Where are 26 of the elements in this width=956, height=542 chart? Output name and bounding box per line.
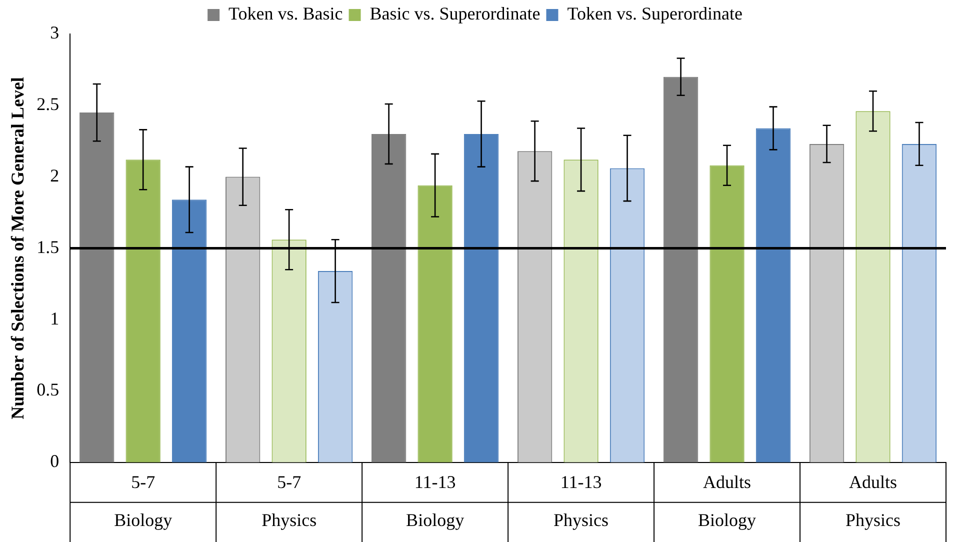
bar [756, 128, 791, 462]
y-tick-label: 3 [50, 22, 60, 43]
bar [80, 112, 114, 462]
y-tick-label: 1.5 [36, 236, 60, 257]
x-tick-label: 11-13 Physics [554, 472, 609, 530]
bar [418, 185, 452, 462]
bar [126, 160, 160, 462]
x-tick-label: 11-13 Biology [406, 472, 464, 530]
legend-label: Token vs. Superordinate [567, 4, 742, 24]
legend-label: Token vs. Basic [228, 4, 343, 24]
y-tick-label: 2.5 [36, 94, 60, 114]
y-tick-label: 1 [50, 308, 60, 328]
y-tick-label: 0.5 [36, 380, 60, 400]
x-tick-label: Adults Biology [698, 472, 756, 530]
x-tick-label: 5-7 Biology [114, 472, 172, 530]
bar [371, 134, 406, 462]
bar [663, 76, 698, 462]
bar [464, 134, 499, 462]
y-tick-label: 0 [50, 451, 60, 472]
legend-label: Basic vs. Superordinate [370, 4, 540, 24]
bar [710, 165, 744, 462]
x-tick-label: Adults Physics [846, 472, 901, 530]
y-tick-label: 2 [50, 166, 60, 186]
bar [172, 200, 207, 462]
x-tick-label: 5-7 Physics [262, 472, 317, 530]
y-axis-title: Number of Selections of More General Level [7, 77, 28, 420]
